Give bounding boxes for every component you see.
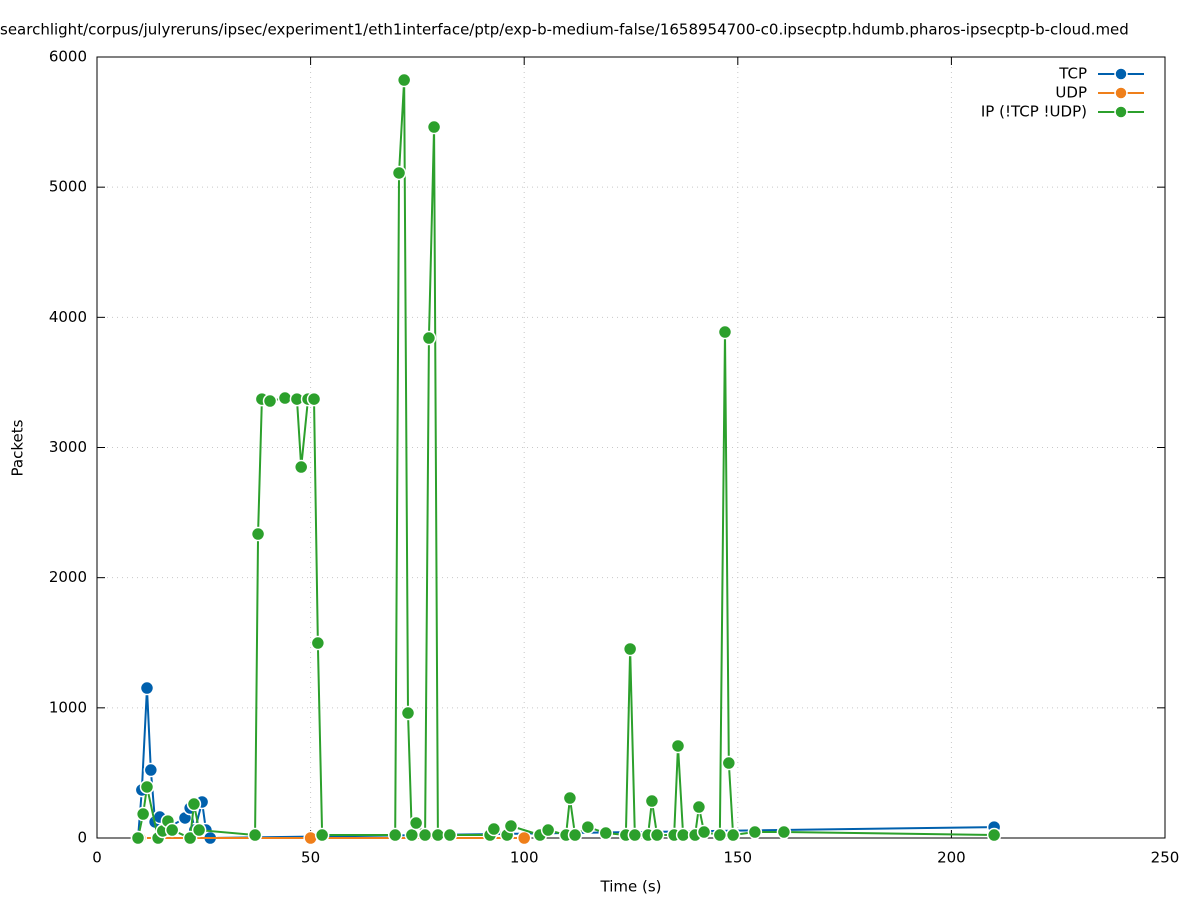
y-tick-label: 0 [77, 829, 87, 847]
data-point [400, 705, 416, 721]
y-tick-label: 3000 [49, 438, 87, 456]
x-tick-label: 50 [301, 849, 320, 867]
data-point [598, 825, 614, 841]
y-tick-label: 1000 [49, 698, 87, 716]
x-tick-label: 250 [1151, 849, 1180, 867]
data-point [314, 827, 330, 843]
legend-label: TCP [1058, 65, 1087, 83]
data-point [725, 827, 741, 843]
x-tick-label: 150 [723, 849, 752, 867]
series-line [137, 79, 995, 841]
data-point [130, 830, 146, 846]
data-point [516, 830, 532, 846]
y-tick-label: 6000 [49, 48, 87, 66]
data-point [306, 391, 322, 407]
data-point [417, 827, 433, 843]
chart-title: searchlight/corpus/julyreruns/ipsec/expe… [0, 21, 1129, 39]
data-point [670, 738, 686, 754]
data-point [387, 827, 403, 843]
data-point [503, 818, 519, 834]
data-point [262, 393, 278, 409]
data-point [540, 822, 556, 838]
data-point [675, 827, 691, 843]
data-point [293, 459, 309, 475]
data-point [580, 819, 596, 835]
legend-label: UDP [1055, 84, 1087, 102]
data-point [310, 635, 326, 651]
data-point [627, 827, 643, 843]
data-point [182, 830, 198, 846]
legend-label: IP (!TCP !UDP) [981, 103, 1087, 121]
legend-swatch [1114, 86, 1128, 100]
y-tick-label: 4000 [49, 308, 87, 326]
data-point [567, 827, 583, 843]
data-point [139, 779, 155, 795]
legend-swatch [1114, 67, 1128, 81]
x-tick-label: 100 [510, 849, 539, 867]
y-tick-label: 5000 [49, 178, 87, 196]
y-tick-label: 2000 [49, 568, 87, 586]
data-point [404, 827, 420, 843]
data-point [421, 330, 437, 346]
data-point [426, 119, 442, 135]
data-point [691, 799, 707, 815]
data-point [712, 827, 728, 843]
data-point [622, 641, 638, 657]
x-axis-label: Time (s) [600, 878, 662, 896]
data-point [408, 815, 424, 831]
data-point [391, 165, 407, 181]
data-point [986, 827, 1002, 843]
data-point [717, 324, 733, 340]
data-point [747, 824, 763, 840]
data-point [696, 824, 712, 840]
data-point [486, 821, 502, 837]
data-point [143, 762, 159, 778]
data-point [139, 680, 155, 696]
series-line [137, 687, 995, 840]
data-point [776, 824, 792, 840]
legend-swatch [1114, 105, 1128, 119]
data-point [644, 793, 660, 809]
y-axis-label: Packets [9, 419, 27, 476]
data-point [247, 827, 263, 843]
x-tick-label: 200 [937, 849, 966, 867]
data-point [250, 526, 266, 542]
data-point [430, 827, 446, 843]
data-point [721, 755, 737, 771]
data-point [396, 72, 412, 88]
data-point [135, 806, 151, 822]
data-point [191, 822, 207, 838]
data-point [186, 796, 202, 812]
x-tick-label: 0 [92, 849, 102, 867]
data-point [164, 822, 180, 838]
data-point [442, 827, 458, 843]
data-point [562, 790, 578, 806]
data-point [277, 390, 293, 406]
data-point [649, 827, 665, 843]
